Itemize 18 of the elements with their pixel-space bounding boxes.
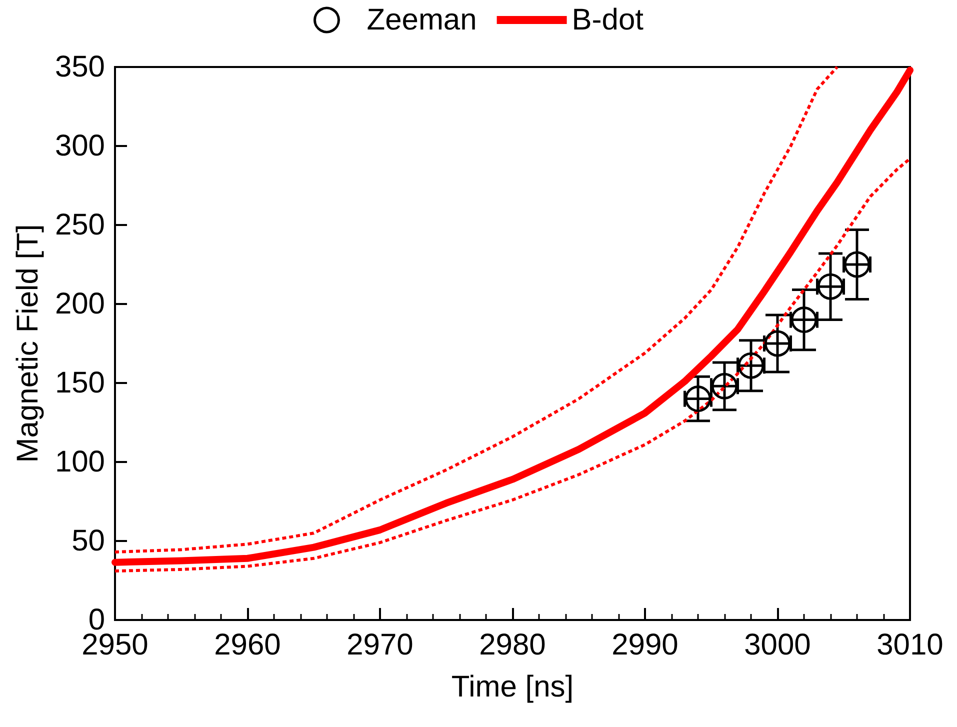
line-series (114, 157, 912, 573)
y-tick-label: 150 (54, 366, 105, 400)
y-tick-label: 50 (72, 524, 105, 558)
x-tick-label: 2980 (479, 628, 546, 662)
x-tick-label: 2970 (346, 628, 414, 662)
legend-label: Zeeman (366, 4, 477, 36)
y-axis-title: Magnetic Field [T] (12, 224, 44, 463)
x-tick-label: 3000 (744, 628, 811, 662)
x-tick-label: 3010 (876, 628, 944, 662)
x-tick-label: 2990 (612, 628, 678, 662)
y-tick-label: 200 (54, 288, 105, 320)
y-tick-label: 100 (54, 446, 105, 478)
y-tick-label: 250 (54, 208, 105, 242)
legend-label: B-dot (572, 4, 644, 36)
y-tick-label: 350 (54, 50, 105, 84)
y-tick-label: 300 (54, 130, 105, 162)
x-tick-label: 2960 (214, 628, 281, 662)
x-axis-title: Time [ns] (451, 670, 574, 704)
